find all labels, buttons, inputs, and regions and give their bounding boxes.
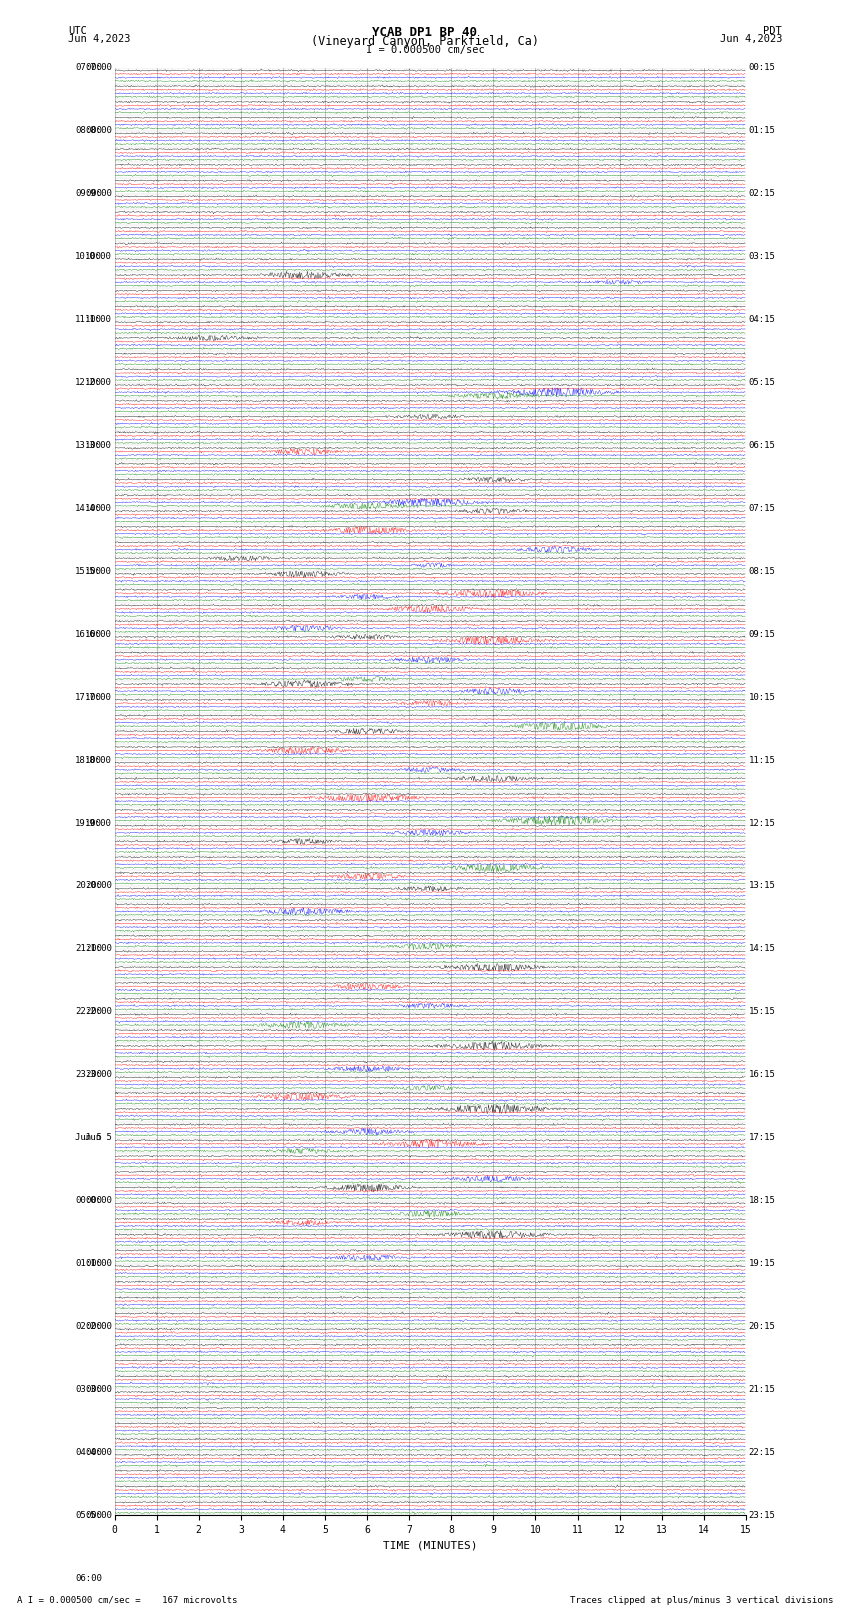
Text: 01:00: 01:00 [75, 1260, 102, 1268]
Text: 03:15: 03:15 [749, 252, 775, 261]
Text: 17:00: 17:00 [85, 692, 111, 702]
Text: 12:15: 12:15 [749, 818, 775, 827]
Text: 21:00: 21:00 [75, 945, 102, 953]
Text: Jun 5: Jun 5 [85, 1134, 111, 1142]
Text: 11:00: 11:00 [75, 315, 102, 324]
Text: 17:00: 17:00 [75, 692, 102, 702]
Text: Jun 4,2023: Jun 4,2023 [68, 34, 131, 44]
Text: 15:15: 15:15 [749, 1008, 775, 1016]
Text: 17:15: 17:15 [749, 1134, 775, 1142]
Text: 13:00: 13:00 [85, 440, 111, 450]
Text: 20:00: 20:00 [75, 881, 102, 890]
Text: 09:00: 09:00 [85, 189, 111, 198]
Text: 09:15: 09:15 [749, 629, 775, 639]
Text: 06:00: 06:00 [75, 1574, 102, 1582]
Text: 23:15: 23:15 [749, 1511, 775, 1519]
Text: 05:00: 05:00 [85, 1511, 111, 1519]
Text: 04:00: 04:00 [75, 1448, 102, 1457]
Text: 02:15: 02:15 [749, 189, 775, 198]
Text: 19:00: 19:00 [85, 818, 111, 827]
Text: 22:00: 22:00 [75, 1008, 102, 1016]
Text: 09:00: 09:00 [75, 189, 102, 198]
Text: 04:15: 04:15 [749, 315, 775, 324]
Text: 10:00: 10:00 [85, 252, 111, 261]
Text: 00:00: 00:00 [75, 1197, 102, 1205]
Text: I = 0.000500 cm/sec: I = 0.000500 cm/sec [366, 45, 484, 55]
Text: 03:00: 03:00 [85, 1386, 111, 1394]
Text: 12:00: 12:00 [75, 377, 102, 387]
Text: 03:00: 03:00 [75, 1386, 102, 1394]
Text: 16:15: 16:15 [749, 1071, 775, 1079]
Text: 15:00: 15:00 [75, 566, 102, 576]
Text: 22:00: 22:00 [85, 1008, 111, 1016]
Text: 06:15: 06:15 [749, 440, 775, 450]
Text: 18:00: 18:00 [75, 755, 102, 765]
Text: 01:15: 01:15 [749, 126, 775, 135]
Text: 23:00: 23:00 [85, 1071, 111, 1079]
Text: 18:00: 18:00 [85, 755, 111, 765]
Text: Traces clipped at plus/minus 3 vertical divisions: Traces clipped at plus/minus 3 vertical … [570, 1595, 833, 1605]
Text: 23:00: 23:00 [75, 1071, 102, 1079]
Text: 00:00: 00:00 [85, 1197, 111, 1205]
Text: PDT: PDT [763, 26, 782, 35]
Text: 01:00: 01:00 [85, 1260, 111, 1268]
Text: 21:00: 21:00 [85, 945, 111, 953]
Text: 21:15: 21:15 [749, 1386, 775, 1394]
X-axis label: TIME (MINUTES): TIME (MINUTES) [383, 1540, 478, 1550]
Text: (Vineyard Canyon, Parkfield, Ca): (Vineyard Canyon, Parkfield, Ca) [311, 35, 539, 48]
Text: UTC: UTC [68, 26, 87, 35]
Text: 14:15: 14:15 [749, 945, 775, 953]
Text: Jun 5: Jun 5 [75, 1134, 102, 1142]
Text: 02:00: 02:00 [75, 1323, 102, 1331]
Text: 14:00: 14:00 [85, 503, 111, 513]
Text: 00:15: 00:15 [749, 63, 775, 73]
Text: 14:00: 14:00 [75, 503, 102, 513]
Text: 07:00: 07:00 [75, 63, 102, 73]
Text: 08:00: 08:00 [75, 126, 102, 135]
Text: 15:00: 15:00 [85, 566, 111, 576]
Text: A I = 0.000500 cm/sec =    167 microvolts: A I = 0.000500 cm/sec = 167 microvolts [17, 1595, 237, 1605]
Text: 08:00: 08:00 [85, 126, 111, 135]
Text: 07:15: 07:15 [749, 503, 775, 513]
Text: 11:00: 11:00 [85, 315, 111, 324]
Text: 07:00: 07:00 [85, 63, 111, 73]
Text: Jun 4,2023: Jun 4,2023 [719, 34, 782, 44]
Text: 10:15: 10:15 [749, 692, 775, 702]
Text: 05:00: 05:00 [75, 1511, 102, 1519]
Text: 04:00: 04:00 [85, 1448, 111, 1457]
Text: 19:00: 19:00 [75, 818, 102, 827]
Text: 18:15: 18:15 [749, 1197, 775, 1205]
Text: 08:15: 08:15 [749, 566, 775, 576]
Text: 12:00: 12:00 [85, 377, 111, 387]
Text: 11:15: 11:15 [749, 755, 775, 765]
Text: 02:00: 02:00 [85, 1323, 111, 1331]
Text: 13:15: 13:15 [749, 881, 775, 890]
Text: 10:00: 10:00 [75, 252, 102, 261]
Text: 20:00: 20:00 [85, 881, 111, 890]
Text: 22:15: 22:15 [749, 1448, 775, 1457]
Text: 16:00: 16:00 [85, 629, 111, 639]
Text: 05:15: 05:15 [749, 377, 775, 387]
Text: 20:15: 20:15 [749, 1323, 775, 1331]
Text: 19:15: 19:15 [749, 1260, 775, 1268]
Text: 16:00: 16:00 [75, 629, 102, 639]
Text: YCAB DP1 BP 40: YCAB DP1 BP 40 [372, 26, 478, 39]
Text: 13:00: 13:00 [75, 440, 102, 450]
